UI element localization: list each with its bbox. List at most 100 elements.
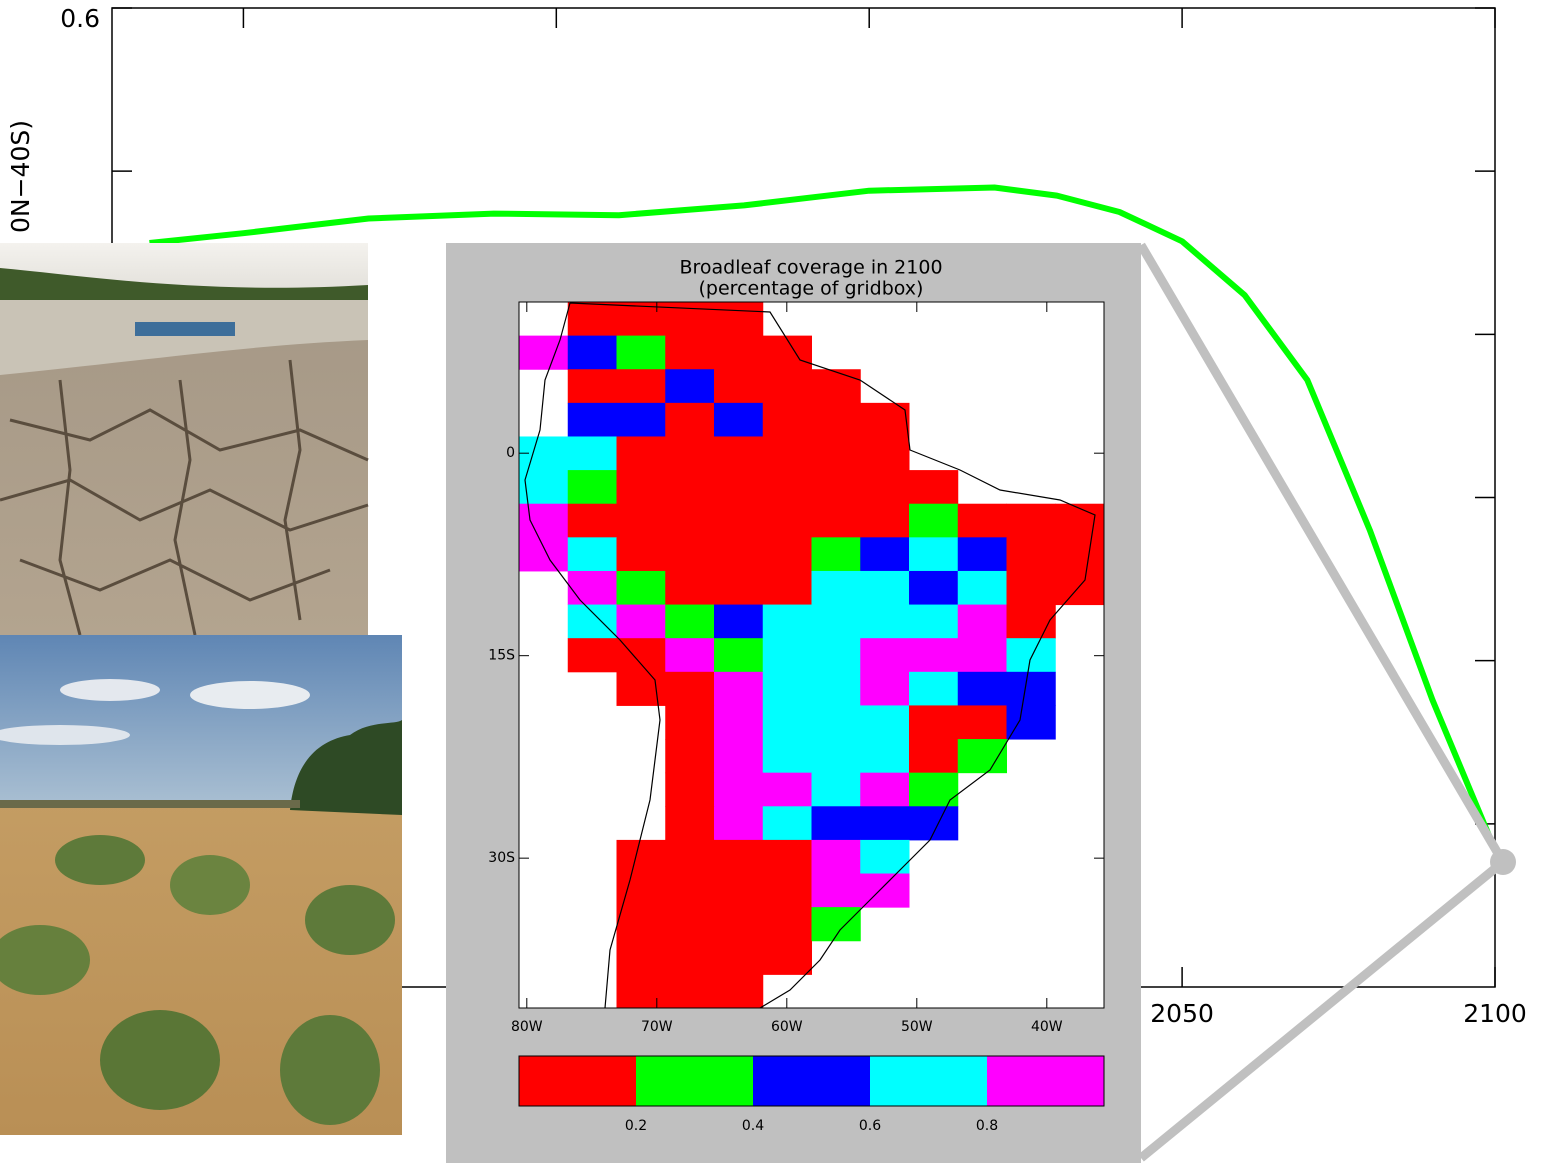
map-cell bbox=[1006, 671, 1056, 706]
photo-drought bbox=[0, 243, 369, 636]
map-cell bbox=[1006, 638, 1056, 673]
map-cell bbox=[665, 638, 715, 673]
map-cell bbox=[957, 671, 1007, 706]
map-cell bbox=[860, 705, 910, 740]
map-cell bbox=[762, 940, 812, 975]
map-frame bbox=[518, 301, 1105, 1009]
map-cell bbox=[567, 436, 617, 471]
map-cell bbox=[860, 570, 910, 606]
map-cell bbox=[909, 604, 959, 639]
map-cell bbox=[714, 369, 764, 404]
connector-dot bbox=[1490, 849, 1516, 875]
map-cell bbox=[616, 907, 666, 942]
map-cell bbox=[616, 974, 666, 1009]
map-cell bbox=[909, 638, 959, 673]
coastline bbox=[524, 302, 1096, 1009]
y-axis-label: 0N−40S) bbox=[6, 120, 35, 233]
map-cell bbox=[762, 436, 812, 471]
map-cell bbox=[811, 537, 861, 572]
map-cell bbox=[665, 402, 715, 437]
map-x-tick-label: 40W bbox=[1031, 1019, 1063, 1035]
map-cell bbox=[762, 470, 812, 505]
map-cell bbox=[714, 772, 764, 807]
map-cell bbox=[860, 671, 910, 706]
map-cell bbox=[860, 604, 910, 639]
map-cell bbox=[762, 772, 812, 807]
map-cell bbox=[616, 470, 666, 505]
map-title: Broadleaf coverage in 2100 bbox=[679, 257, 942, 279]
photo-savanna bbox=[0, 635, 402, 1135]
map-cell bbox=[714, 671, 764, 706]
map-cell bbox=[567, 537, 617, 572]
map-cell bbox=[714, 470, 764, 505]
map-cell bbox=[665, 772, 715, 807]
map-cell bbox=[762, 537, 812, 572]
map-cell bbox=[762, 907, 812, 942]
map-cell bbox=[860, 470, 910, 505]
map-cell bbox=[860, 806, 910, 841]
x-tick-label: 2100 bbox=[1463, 999, 1527, 1028]
map-cell bbox=[567, 503, 617, 538]
map-cell bbox=[665, 503, 715, 538]
map-cell bbox=[957, 739, 1007, 774]
map-cell bbox=[616, 302, 666, 337]
map-cell bbox=[665, 739, 715, 774]
map-cell bbox=[567, 335, 617, 370]
map-cell bbox=[762, 335, 812, 370]
map-x-tick-label: 80W bbox=[511, 1019, 543, 1035]
map-cell bbox=[860, 537, 910, 572]
map-cell bbox=[714, 570, 764, 606]
map-cell bbox=[1055, 537, 1105, 572]
map-cell bbox=[519, 335, 569, 370]
map-cell bbox=[811, 503, 861, 538]
map-y-tick-label: 15S bbox=[488, 648, 515, 664]
map-cell bbox=[762, 873, 812, 908]
map-cell bbox=[909, 739, 959, 774]
colorbar-frame bbox=[518, 1055, 1105, 1107]
map-cell bbox=[1006, 705, 1056, 740]
map-cell bbox=[811, 436, 861, 471]
map-cell bbox=[714, 402, 764, 437]
map-cell bbox=[567, 570, 617, 606]
map-cell bbox=[860, 839, 910, 875]
map-cell bbox=[665, 839, 715, 875]
map-cell bbox=[957, 705, 1007, 740]
map-cell bbox=[811, 772, 861, 807]
colorbar-tick-label: 0.2 bbox=[625, 1118, 647, 1134]
map-cell bbox=[616, 940, 666, 975]
map-cell bbox=[714, 907, 764, 942]
map-cell bbox=[665, 705, 715, 740]
map-subtitle: (percentage of gridbox) bbox=[699, 278, 924, 300]
map-cell bbox=[714, 436, 764, 471]
map-cell bbox=[909, 570, 959, 606]
colorbar-tick-label: 0.6 bbox=[859, 1118, 881, 1134]
map-x-tick-label: 70W bbox=[641, 1019, 673, 1035]
map-cell bbox=[665, 570, 715, 606]
map-cell bbox=[665, 335, 715, 370]
map-cell bbox=[519, 537, 569, 572]
map-cell bbox=[811, 369, 861, 404]
map-cell bbox=[909, 705, 959, 740]
map-cell bbox=[811, 638, 861, 673]
map-cell bbox=[811, 839, 861, 875]
map-cell bbox=[762, 638, 812, 673]
colorbar-tick-label: 0.8 bbox=[976, 1118, 998, 1134]
map-cell bbox=[616, 638, 666, 673]
map-cell bbox=[811, 470, 861, 505]
map-cell bbox=[1055, 503, 1105, 538]
map-cell bbox=[860, 436, 910, 471]
map-cell bbox=[811, 402, 861, 437]
map-cell bbox=[957, 537, 1007, 572]
map-cell bbox=[665, 470, 715, 505]
map-cell bbox=[1006, 537, 1056, 572]
map-cell bbox=[665, 369, 715, 404]
map-x-tick-label: 50W bbox=[901, 1019, 933, 1035]
map-cell bbox=[714, 873, 764, 908]
map-cell bbox=[714, 503, 764, 538]
map-cell bbox=[714, 638, 764, 673]
line-series bbox=[149, 184, 1498, 852]
map-cell bbox=[616, 570, 666, 606]
map-cell bbox=[860, 402, 910, 437]
map-cell bbox=[811, 806, 861, 841]
